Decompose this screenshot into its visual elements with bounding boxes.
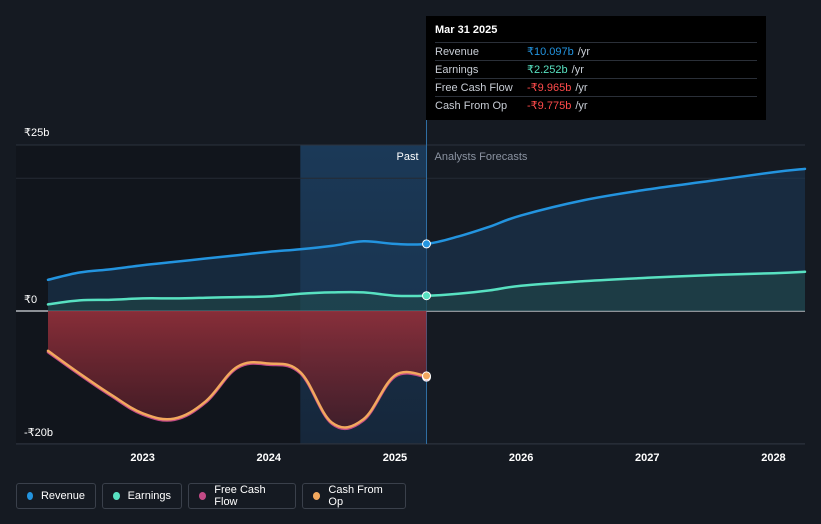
- x-tick-label: 2028: [761, 452, 785, 464]
- tooltip-row-label: Earnings: [435, 63, 479, 76]
- tooltip-row-value: ₹10.097b: [527, 46, 574, 58]
- legend-item-free-cash-flow[interactable]: Free Cash Flow: [188, 483, 296, 509]
- tooltip-row-label: Cash From Op: [435, 99, 508, 112]
- tooltip-row-value: ₹2.252b: [527, 64, 568, 76]
- past-label: Past: [396, 151, 418, 163]
- legend-label: Revenue: [40, 490, 85, 502]
- x-tick-label: 2024: [257, 452, 282, 464]
- earnings-line: [46, 270, 807, 306]
- free-cash-flow-area: [48, 311, 427, 429]
- cash-from-op-line: [46, 349, 428, 429]
- tooltip-row-unit: /yr: [575, 81, 588, 94]
- earnings-point: [422, 291, 431, 301]
- legend-dot-icon: [27, 492, 33, 500]
- y-tick-label: ₹25b: [24, 127, 49, 139]
- revenue-line: [46, 167, 807, 282]
- legend-dot-icon: [313, 492, 321, 500]
- tooltip: Mar 31 2025 Revenue ₹10.097b/yr Earnings ₹2…: [426, 16, 766, 120]
- tooltip-row: Revenue ₹10.097b/yr: [435, 42, 757, 60]
- revenue-point: [422, 239, 431, 249]
- forecast-label: Analysts Forecasts: [435, 151, 528, 163]
- tooltip-row: Cash From Op -₹9.775b/yr: [435, 96, 757, 114]
- x-tick-label: 2025: [383, 452, 407, 464]
- tooltip-date: Mar 31 2025: [435, 24, 498, 36]
- legend-dot-icon: [113, 492, 120, 500]
- y-tick-label: ₹0: [24, 294, 37, 306]
- legend: Revenue Earnings Free Cash Flow Cash From O…: [16, 483, 406, 511]
- x-tick-label: 2026: [509, 452, 533, 464]
- x-tick-label: 2023: [130, 452, 154, 464]
- earnings-area: [48, 271, 805, 311]
- legend-item-cash-from-op[interactable]: Cash From Op: [302, 483, 406, 509]
- legend-label: Cash From Op: [328, 484, 383, 508]
- legend-dot-icon: [199, 492, 207, 500]
- tooltip-row-value: -₹9.775b: [527, 100, 572, 112]
- tooltip-row-unit: /yr: [575, 99, 588, 112]
- legend-item-revenue[interactable]: Revenue: [16, 483, 96, 509]
- tooltip-row-unit: /yr: [577, 45, 590, 58]
- tooltip-row: Free Cash Flow -₹9.965b/yr: [435, 78, 757, 96]
- tooltip-row: Earnings ₹2.252b/yr: [435, 60, 757, 78]
- legend-item-earnings[interactable]: Earnings: [102, 483, 182, 509]
- revenue-area: [48, 168, 805, 311]
- x-tick-label: 2027: [635, 452, 659, 464]
- cash-from-op-point: [422, 371, 431, 381]
- tooltip-row-label: Revenue: [435, 45, 480, 58]
- tooltip-row-value: -₹9.965b: [527, 82, 572, 94]
- y-tick-label: -₹20b: [24, 427, 53, 439]
- legend-label: Free Cash Flow: [214, 484, 266, 508]
- legend-label: Earnings: [127, 490, 171, 502]
- tooltip-row-label: Free Cash Flow: [435, 81, 513, 94]
- tooltip-row-unit: /yr: [571, 63, 584, 76]
